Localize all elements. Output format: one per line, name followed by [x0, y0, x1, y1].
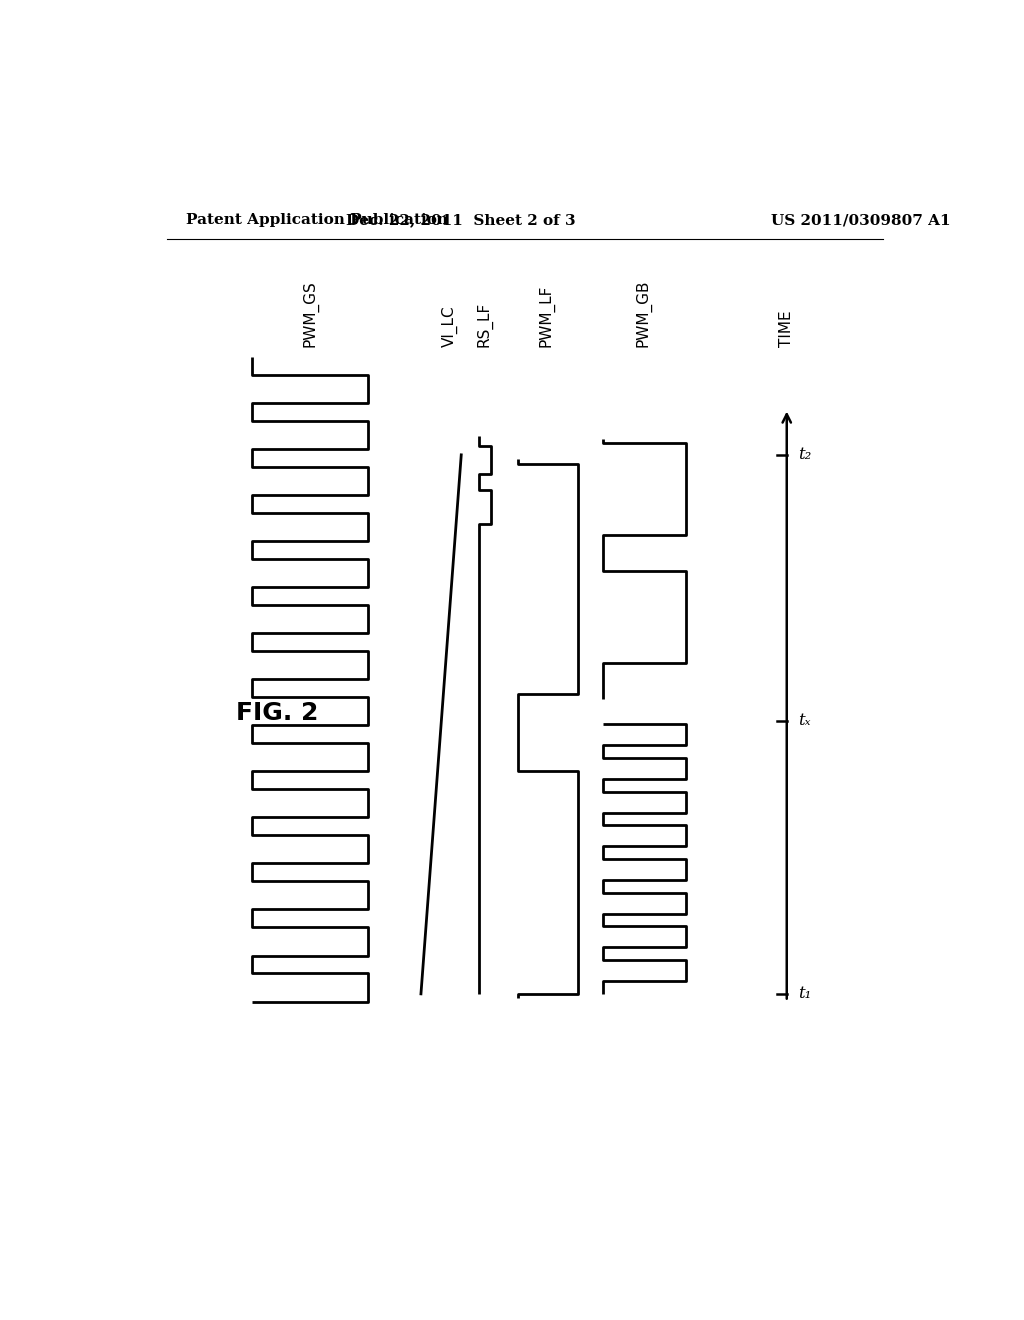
- Text: Patent Application Publication: Patent Application Publication: [186, 213, 449, 227]
- Text: t₁: t₁: [798, 985, 811, 1002]
- Text: VI_LC: VI_LC: [441, 305, 458, 347]
- Text: PWM_GS: PWM_GS: [302, 280, 318, 347]
- Text: TIME: TIME: [779, 310, 795, 347]
- Text: US 2011/0309807 A1: US 2011/0309807 A1: [771, 213, 951, 227]
- Text: FIG. 2: FIG. 2: [237, 701, 318, 725]
- Text: Dec. 22, 2011  Sheet 2 of 3: Dec. 22, 2011 Sheet 2 of 3: [346, 213, 577, 227]
- Text: tₓ: tₓ: [798, 711, 810, 729]
- Text: t₂: t₂: [798, 446, 811, 463]
- Text: PWM_GB: PWM_GB: [635, 280, 651, 347]
- Text: PWM_LF: PWM_LF: [539, 285, 555, 347]
- Text: RS_LF: RS_LF: [476, 302, 493, 347]
